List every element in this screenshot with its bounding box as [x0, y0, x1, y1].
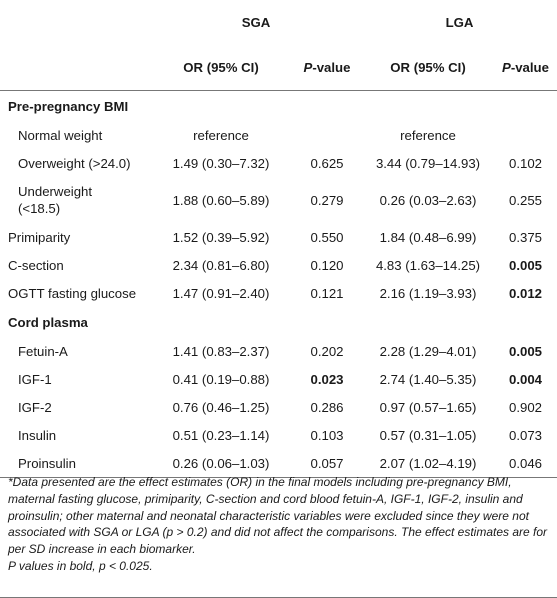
sga-p-cell: 0.057	[310, 455, 344, 471]
sga-or-header: OR (95% CI)	[183, 60, 259, 75]
table-bottom-rule	[0, 477, 557, 478]
lga-or-cell: 0.26 (0.03–2.63)	[379, 192, 477, 208]
empty-label-header	[0, 45, 150, 91]
lga-p-cell: 0.375	[508, 229, 542, 245]
row-label: IGF-2	[18, 399, 52, 415]
lga-or-cell: 2.07 (1.02–4.19)	[379, 455, 477, 471]
section-header: Pre-pregnancy BMI	[0, 90, 557, 121]
lga-or-cell: 3.44 (0.79–14.93)	[375, 155, 481, 171]
lga-p-cell: 0.102	[508, 155, 542, 171]
sga-or-cell: 1.49 (0.30–7.32)	[172, 155, 270, 171]
sga-or-cell: 0.76 (0.46–1.25)	[172, 399, 270, 415]
lga-p-cell	[494, 121, 557, 149]
sga-p-cell: 0.625	[310, 155, 344, 171]
lga-or-cell: 0.57 (0.31–1.05)	[379, 427, 477, 443]
group-lga-header: LGA	[445, 15, 474, 30]
sga-p-cell: 0.550	[310, 229, 344, 245]
row-label: Normal weight	[18, 127, 103, 143]
sga-or-cell: 1.47 (0.91–2.40)	[172, 285, 270, 301]
sga-or-cell: 1.41 (0.83–2.37)	[172, 343, 270, 359]
lga-p-cell: 0.902	[508, 399, 542, 415]
footnote-text: *Data presented are the effect estimates…	[8, 475, 548, 557]
lga-p-cell-significant: 0.005	[508, 257, 542, 273]
lga-p-cell: 0.073	[508, 427, 542, 443]
sga-or-cell: 1.88 (0.60–5.89)	[172, 192, 270, 208]
lga-or-header: OR (95% CI)	[390, 60, 466, 75]
sga-or-cell: 0.51 (0.23–1.14)	[172, 427, 270, 443]
lga-p-cell: 0.255	[508, 192, 542, 208]
group-sga-header: SGA	[241, 15, 271, 30]
lga-p-cell-significant: 0.012	[508, 285, 542, 301]
section-title-cord: Cord plasma	[8, 314, 88, 330]
lga-or-cell: 4.83 (1.63–14.25)	[375, 257, 481, 273]
p-rest: -value	[312, 60, 351, 75]
lga-p-cell: 0.046	[508, 455, 542, 471]
sga-p-cell: 0.120	[310, 257, 344, 273]
empty-corner	[0, 0, 150, 45]
sga-p-cell	[292, 121, 362, 149]
table-row: OGTT fasting glucose 1.47 (0.91–2.40) 0.…	[0, 279, 557, 307]
sga-p-cell: 0.202	[310, 343, 344, 359]
column-header-row: OR (95% CI) P-value OR (95% CI) P-value	[0, 45, 557, 91]
sga-or-cell: 0.41 (0.19–0.88)	[172, 371, 270, 387]
row-label: Underweight (<18.5)	[0, 177, 150, 223]
sga-p-cell: 0.279	[310, 192, 344, 208]
table-row: Primiparity 1.52 (0.39–5.92) 0.550 1.84 …	[0, 223, 557, 251]
lga-or-cell: 2.74 (1.40–5.35)	[379, 371, 477, 387]
row-label: Overweight (>24.0)	[18, 155, 131, 171]
lga-p-cell-significant: 0.005	[508, 343, 542, 359]
section-title-bmi: Pre-pregnancy BMI	[0, 90, 557, 121]
sga-or-cell: 2.34 (0.81–6.80)	[172, 257, 270, 273]
table-row: Fetuin-A 1.41 (0.83–2.37) 0.202 2.28 (1.…	[0, 337, 557, 365]
footnote-bold-note: P values in bold, p < 0.025.	[8, 558, 153, 573]
sga-or-cell: 0.26 (0.06–1.03)	[172, 455, 270, 471]
row-label: Primiparity	[8, 229, 71, 245]
row-label: Fetuin-A	[18, 343, 68, 359]
sga-or-cell: reference	[193, 127, 249, 143]
table-row: IGF-2 0.76 (0.46–1.25) 0.286 0.97 (0.57–…	[0, 393, 557, 421]
table-footnote: *Data presented are the effect estimates…	[8, 474, 553, 575]
row-label-line1: Underweight	[18, 184, 93, 199]
odds-ratio-table: SGA LGA OR (95% CI) P-value OR (95% CI) …	[0, 0, 557, 478]
table-row: Underweight (<18.5) 1.88 (0.60–5.89) 0.27…	[0, 177, 557, 223]
lga-or-cell: 2.16 (1.19–3.93)	[379, 285, 477, 301]
row-label: C-section	[8, 257, 64, 273]
table-row: IGF-1 0.41 (0.19–0.88) 0.023 2.74 (1.40–…	[0, 365, 557, 393]
sga-pvalue-header: P-value	[292, 45, 362, 91]
row-label: Insulin	[18, 427, 57, 443]
sga-or-cell: 1.52 (0.39–5.92)	[172, 229, 270, 245]
section-header: Cord plasma	[0, 307, 557, 337]
row-label: IGF-1	[18, 371, 52, 387]
row-label: OGTT fasting glucose	[8, 285, 137, 301]
table-row: Normal weight reference reference	[0, 121, 557, 149]
p-italic: P	[502, 60, 511, 75]
p-rest: -value	[510, 60, 549, 75]
group-header-row: SGA LGA	[0, 0, 557, 45]
table-row: Insulin 0.51 (0.23–1.14) 0.103 0.57 (0.3…	[0, 421, 557, 449]
sga-p-cell: 0.103	[310, 427, 344, 443]
lga-or-cell: reference	[400, 127, 456, 143]
lga-or-cell: 1.84 (0.48–6.99)	[379, 229, 477, 245]
lga-or-cell: 0.97 (0.57–1.65)	[379, 399, 477, 415]
p-italic: P	[303, 60, 313, 75]
row-label-line2: (<18.5)	[18, 201, 61, 216]
table-row: Proinsulin 0.26 (0.06–1.03) 0.057 2.07 (…	[0, 449, 557, 478]
sga-p-cell: 0.121	[310, 285, 344, 301]
sga-p-cell: 0.286	[310, 399, 344, 415]
lga-p-cell-significant: 0.004	[508, 371, 542, 387]
table-row: C-section 2.34 (0.81–6.80) 0.120 4.83 (1…	[0, 251, 557, 279]
row-label: Proinsulin	[18, 455, 76, 471]
lga-pvalue-header: P-value	[494, 45, 557, 91]
lga-or-cell: 2.28 (1.29–4.01)	[379, 343, 477, 359]
sga-p-cell-significant: 0.023	[310, 371, 344, 387]
table-row: Overweight (>24.0) 1.49 (0.30–7.32) 0.62…	[0, 149, 557, 177]
